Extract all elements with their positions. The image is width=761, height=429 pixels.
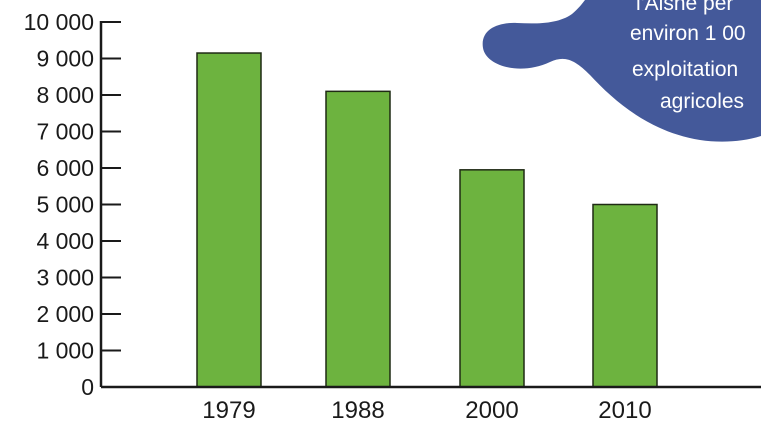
x-category-label: 2010 [598, 397, 651, 424]
bars [196, 52, 658, 388]
callout-bubble: l'Aisne per environ 1 00 exploitation ag… [482, 0, 761, 142]
y-tick-label: 6 000 [36, 155, 94, 181]
callout-shape [482, 0, 761, 142]
callout-line-1: l'Aisne per [636, 0, 733, 15]
y-tick-label: 0 [81, 374, 94, 400]
y-tick-label: 9 000 [36, 46, 94, 72]
x-axis-labels: 1979 1988 2000 2010 [202, 397, 651, 424]
y-tick-label: 3 000 [36, 265, 94, 291]
bar-1988 [325, 90, 391, 388]
y-tick-label: 5 000 [36, 192, 94, 218]
x-category-label: 2000 [465, 397, 518, 424]
callout-line-4: agricoles [660, 90, 744, 113]
bar-1979 [196, 52, 262, 388]
y-tick-label: 7 000 [36, 119, 94, 145]
y-tick-label: 10 000 [24, 9, 94, 35]
x-category-label: 1988 [331, 397, 384, 424]
y-tick-label: 2 000 [36, 301, 94, 327]
y-axis-ticks: 0 1 000 2 000 3 000 4 000 5 000 6 000 7 000 8 00… [24, 9, 121, 400]
bar-2010 [592, 203, 658, 388]
callout-line-2: environ 1 00 [630, 22, 746, 45]
y-tick-label: 1 000 [36, 338, 94, 364]
x-category-label: 1979 [202, 397, 255, 424]
bar-2000 [459, 169, 525, 388]
callout-line-3: exploitation [632, 58, 738, 81]
y-tick-label: 4 000 [36, 228, 94, 254]
y-tick-label: 8 000 [36, 82, 94, 108]
